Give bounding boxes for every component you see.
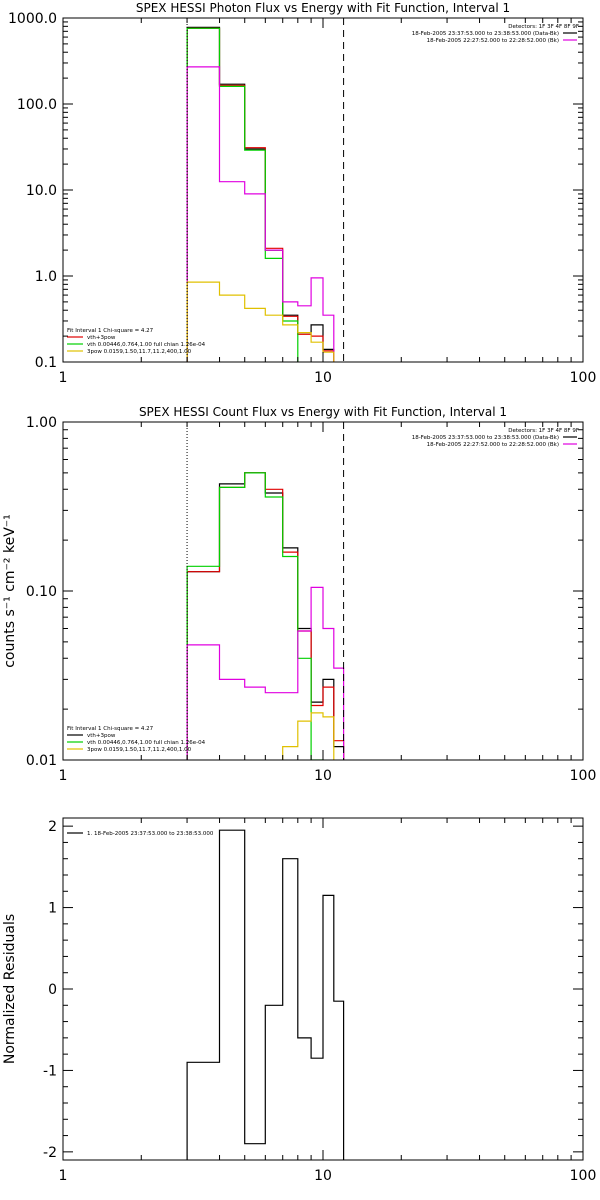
y-tick-label: 1.0 [35, 269, 57, 285]
series-5 [282, 712, 335, 760]
y-tick-label: 0 [48, 982, 57, 998]
header-text: 18-Feb-2005 23:37:53.000 to 23:38:53.000… [412, 435, 559, 441]
series-line [186, 472, 345, 760]
series-line [186, 27, 335, 362]
x-tick-label: 100 [570, 370, 597, 386]
x-tick-label: 100 [570, 1168, 597, 1184]
y-axis-label: Normalized Residuals [2, 914, 18, 1064]
series-3 [186, 27, 299, 362]
series-5 [186, 281, 335, 362]
series-line [186, 472, 324, 760]
chart-title: SPEX HESSI Photon Flux vs Energy with Fi… [136, 1, 510, 15]
header-text: Detectors: 1F 3F 4F 8F 9F [508, 428, 579, 434]
series-line [186, 586, 345, 760]
x-tick-label: 100 [570, 768, 597, 784]
series-line [186, 829, 345, 1160]
series-line [186, 27, 299, 362]
header-text: 18-Feb-2005 22:27:52.000 to 22:28:52.000… [427, 442, 559, 448]
series-line [186, 66, 335, 362]
x-tick-label: 10 [314, 1168, 332, 1184]
y-tick-label: 1000.0 [8, 11, 57, 27]
header-text: 18-Feb-2005 23:37:53.000 to 23:38:53.000… [412, 31, 559, 37]
y-tick-label: 0.1 [35, 355, 57, 371]
chart-title: SPEX HESSI Count Flux vs Energy with Fit… [139, 405, 507, 419]
series-1 [186, 26, 335, 362]
y-tick-label: 100.0 [17, 97, 57, 113]
header-text: 18-Feb-2005 22:27:52.000 to 22:28:52.000… [427, 38, 559, 44]
panel-3: 1 10 100 -2 -1 0 1 2 Normalized Residuals 1. 18-F… [2, 817, 597, 1184]
series-line [186, 472, 345, 760]
legend-text: Fit Interval 1 Chi-square = 4.27 [67, 726, 154, 732]
series-line [186, 281, 335, 362]
x-tick-label: 1 [59, 1168, 68, 1184]
panel-1: SPEX HESSI Photon Flux vs Energy with Fi… [8, 1, 597, 386]
legend-text: vth+3pow [87, 335, 116, 341]
series-line [282, 712, 335, 760]
panel-2: SPEX HESSI Count Flux vs Energy with Fit… [2, 405, 596, 784]
y-tick-label: 0.01 [26, 753, 57, 769]
series-1 [186, 829, 345, 1160]
series-4 [186, 586, 345, 760]
series-2 [186, 472, 345, 760]
x-tick-label: 1 [59, 370, 68, 386]
x-tick-label: 1 [59, 768, 68, 784]
legend-text: Fit Interval 1 Chi-square = 4.27 [67, 328, 154, 334]
legend-text: 3pow 0.0159,1.50,11.7,11.2,400,1.00 [87, 747, 192, 753]
y-tick-label: 1.00 [26, 415, 57, 431]
y-tick-label: 2 [48, 819, 57, 835]
y-tick-label: -2 [43, 1145, 57, 1161]
y-tick-label: -1 [43, 1063, 57, 1079]
series-1 [186, 472, 345, 760]
legend-text: vth 0.00446,0.764,1.00 full chian 1.26e-… [87, 342, 206, 348]
legend-text: vth+3pow [87, 733, 116, 739]
series-4 [186, 66, 335, 362]
x-tick-label: 10 [314, 768, 332, 784]
y-tick-label: 0.10 [26, 584, 57, 600]
series-3 [186, 472, 324, 760]
y-tick-label: 10.0 [26, 183, 57, 199]
header-text: Detectors: 1F 3F 4F 8F 9F [508, 24, 579, 30]
legend-text: 3pow 0.0159,1.50,11.7,11.2,400,1.00 [87, 349, 192, 355]
legend-text: 1. 18-Feb-2005 23:37:53.000 to 23:38:53.… [87, 831, 214, 837]
x-tick-label: 10 [314, 370, 332, 386]
y-axis-label: counts s⁻¹ cm⁻² keV⁻¹ [2, 514, 18, 668]
y-tick-label: 1 [48, 901, 57, 917]
series-2 [186, 27, 335, 362]
legend-text: vth 0.00446,0.764,1.00 full chian 1.26e-… [87, 740, 206, 746]
series-line [186, 26, 335, 362]
